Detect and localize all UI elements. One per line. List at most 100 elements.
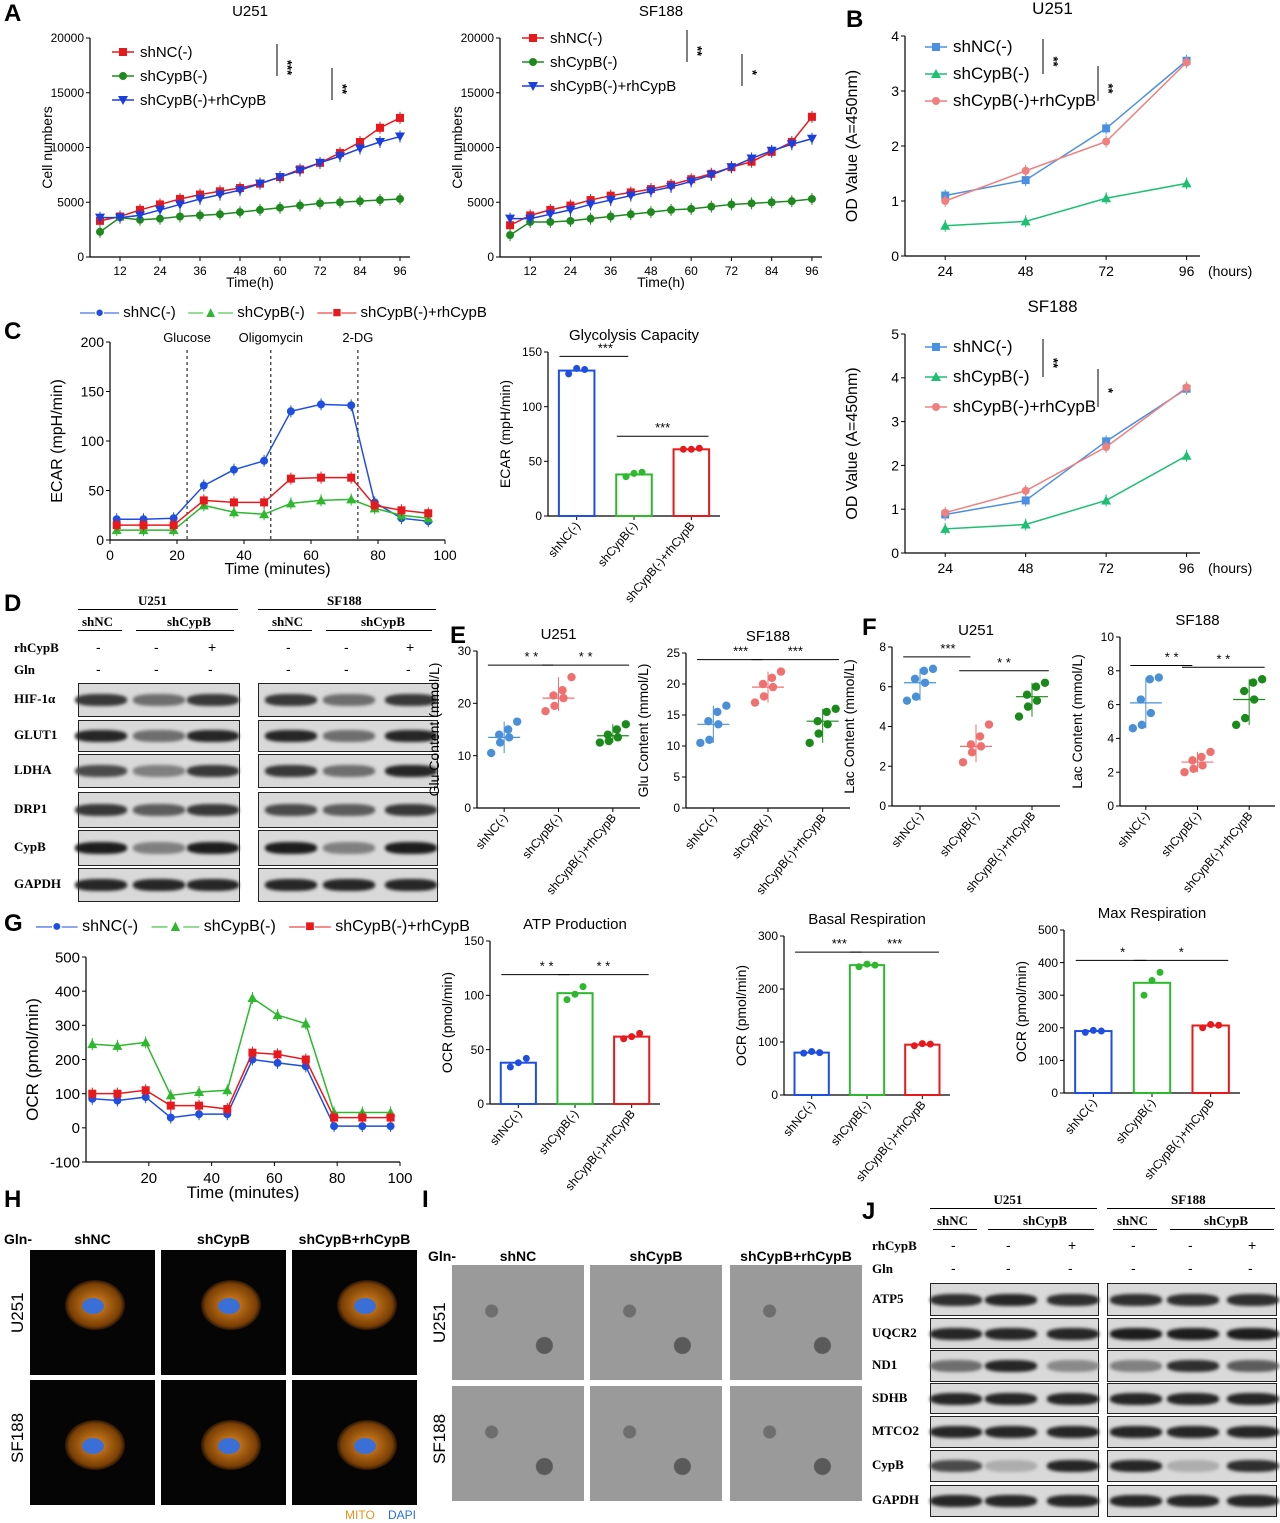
chart-f-u251: 0 2 4 6 8 U251 Lac Content (mmol/L) shNC(-) shCy…: [841, 622, 1060, 895]
x-tick-label: 60: [266, 1170, 283, 1187]
series-line: [945, 60, 1188, 197]
protein-band: [930, 1327, 982, 1340]
y-tick-label: 10: [1101, 630, 1115, 644]
y-tick-label: 2: [891, 457, 899, 473]
data-point: [586, 214, 595, 223]
protein-band: [1047, 1293, 1099, 1306]
data-point: [786, 140, 797, 150]
x-tick-label: shNC(-): [487, 1107, 525, 1148]
significance-label: * *: [596, 959, 610, 974]
data-point: [260, 498, 269, 507]
group-label: shCypB: [1023, 1213, 1068, 1228]
group-shCypB(-): [615, 468, 653, 518]
condition-sign: -: [1068, 1260, 1073, 1276]
series-line: [945, 386, 1188, 514]
y-tick-label: 10000: [461, 141, 495, 155]
protein-band: [985, 1293, 1037, 1306]
chart-title: Basal Respiration: [808, 911, 926, 928]
y-tick-label: 200: [1038, 1021, 1058, 1035]
data-point: [687, 204, 696, 213]
data-point: [966, 740, 976, 749]
blot-strip: [75, 830, 240, 866]
group-shCypB(-)+rhCypB: [904, 1040, 941, 1097]
data-point: [816, 1049, 824, 1057]
data-point: [1081, 1028, 1089, 1036]
data-point: [1199, 1024, 1207, 1032]
legend-marker-triangle-icon: —▲—: [151, 918, 200, 935]
chart-title: U251: [1032, 0, 1073, 18]
bar: [1074, 1030, 1113, 1095]
data-point: [135, 211, 145, 221]
x-tick-label: 48: [1018, 560, 1034, 576]
x-tick-label: 84: [765, 264, 779, 278]
condition-sign: -: [1188, 1237, 1193, 1253]
data-point: [317, 400, 326, 409]
group-shCypB(-)+rhCypB: [805, 704, 840, 748]
legend-label: shNC(-): [550, 30, 603, 47]
column-label: shNC: [74, 1231, 111, 1247]
blot-strip: [75, 720, 240, 752]
column-label: shNC: [499, 1248, 537, 1264]
protein-band: [1167, 1426, 1219, 1438]
y-tick-label: 50: [529, 455, 543, 469]
legend-label: shCypB(-): [237, 304, 305, 321]
y-tick-label: 0: [487, 250, 494, 264]
y-tick-label: 1: [891, 501, 899, 517]
condition-sign: -: [344, 661, 349, 677]
x-tick-label: 48: [1018, 263, 1034, 279]
protein-label: CypB: [14, 839, 46, 854]
data-point: [199, 496, 208, 505]
significance-label: *: [745, 70, 760, 76]
legend-label: shCypB(-): [140, 68, 208, 85]
micrograph: [292, 1380, 417, 1505]
data-point: [787, 197, 796, 206]
blot-strip: [1107, 1450, 1279, 1482]
group-label: shNC: [937, 1213, 969, 1228]
group-label: shCypB: [167, 614, 212, 629]
group-shCypB(-): [848, 960, 886, 1097]
x-axis-label: (hours): [1208, 560, 1252, 576]
blot-strip: [258, 792, 438, 828]
data-point: [113, 1089, 122, 1098]
data-point: [595, 738, 605, 747]
group-shCypB(-)+rhCypB: [1191, 1021, 1230, 1094]
y-tick-label: 5000: [57, 195, 84, 209]
micrograph: [590, 1265, 722, 1380]
protein-band: [930, 1360, 982, 1372]
data-point: [486, 748, 496, 758]
protein-label: MTCO2: [872, 1423, 919, 1438]
series-line: [92, 996, 391, 1114]
x-tick-label: shCypB(-): [1113, 1096, 1158, 1146]
bar: [1132, 981, 1172, 1095]
y-tick-label: 2: [1107, 765, 1114, 779]
cell-line-divider: [930, 1208, 1097, 1209]
protein-band: [1167, 1495, 1219, 1507]
condition-sign: -: [96, 661, 101, 677]
column-label: shCypB: [197, 1231, 250, 1247]
significance-label: * *: [579, 649, 593, 664]
group-divider: [1113, 1229, 1157, 1230]
data-point: [1182, 58, 1191, 67]
data-point: [581, 365, 589, 373]
data-point: [1257, 675, 1267, 684]
x-tick-label: shCypB(-): [828, 1098, 873, 1148]
y-tick-label: 4: [891, 28, 899, 44]
protein-band: [1047, 1327, 1099, 1340]
x-tick-label: 36: [604, 264, 618, 278]
group-shNC(-): [557, 364, 596, 517]
data-point: [767, 673, 777, 682]
y-tick-label: 100: [522, 400, 542, 414]
protein-band: [385, 694, 437, 706]
condition-sign: -: [1248, 1260, 1253, 1276]
legend-marker-circle-icon: —●—: [36, 918, 78, 935]
data-point: [714, 720, 723, 729]
condition-label: Gln-: [428, 1248, 456, 1264]
y-tick-label: 50: [471, 1043, 485, 1057]
cell-nucleus: [354, 1298, 376, 1314]
data-point: [759, 692, 769, 701]
data-point: [687, 445, 695, 453]
data-point: [606, 212, 615, 221]
series-shCypB(-)+rhCypB: [95, 130, 405, 224]
data-point: [386, 1122, 395, 1131]
